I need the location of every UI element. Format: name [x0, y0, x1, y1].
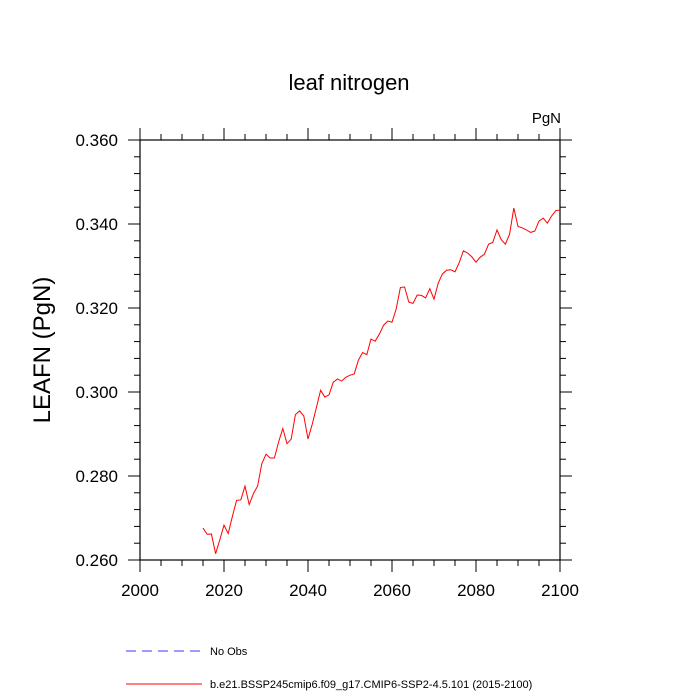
x-tick-label: 2100 — [541, 581, 579, 600]
x-tick-label: 2060 — [373, 581, 411, 600]
y-tick-label: 0.300 — [75, 383, 118, 402]
legend-label-1: b.e21.BSSP245cmip6.f09_g17.CMIP6-SSP2-4.… — [210, 679, 532, 691]
y-tick-label: 0.340 — [75, 215, 118, 234]
x-tick-label: 2020 — [205, 581, 243, 600]
axes: 2000 2020 2040 2060 2080 2100 0.260 0.280 0.300 0… — [75, 128, 579, 600]
units-label: PgN — [532, 110, 561, 127]
plot-frame — [139, 139, 561, 561]
x-tick-label: 2040 — [289, 581, 327, 600]
x-tick-label: 2000 — [121, 581, 159, 600]
legend-label-0: No Obs — [210, 646, 248, 658]
y-tick-label: 0.280 — [75, 467, 118, 486]
y-tick-label: 0.360 — [75, 131, 118, 150]
y-tick-label: 0.260 — [75, 551, 118, 570]
y-axis-label: LEAFN (PgN) — [29, 277, 56, 424]
data-series — [202, 207, 561, 554]
x-tick-label: 2080 — [457, 581, 495, 600]
series-line-0 — [202, 207, 561, 554]
legend: No Obs b.e21.BSSP245cmip6.f09_g17.CMIP6-S… — [126, 646, 532, 691]
y-tick-label: 0.320 — [75, 299, 118, 318]
chart-title: leaf nitrogen — [288, 70, 409, 95]
